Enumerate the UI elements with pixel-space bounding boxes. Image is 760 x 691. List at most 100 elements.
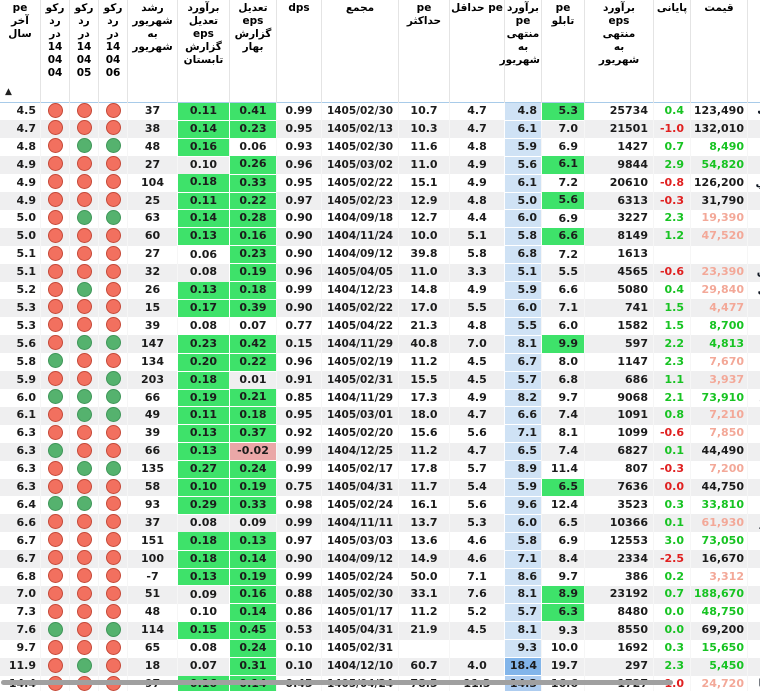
column-header-price[interactable]: قیمت (690, 0, 748, 103)
table-row[interactable]: سشمال29,8400.450806.65.94.914.81404/12/2… (0, 281, 760, 300)
cell-adj_spring: 0.26 (229, 156, 277, 175)
column-header-rec06[interactable]: رکو رد در 14 04 06 (98, 0, 128, 103)
column-header-name[interactable]: نام (747, 0, 760, 103)
table-row[interactable]: سبزوا5,4502.329719.718.44.060.71404/12/1… (0, 657, 760, 676)
table-row[interactable]: سكرد 16137.26.85.839.81404/09/120.900.230… (0, 245, 760, 265)
cell-pe_year: 7.6 (16, 623, 37, 637)
column-header-close_pct[interactable]: پایانی (653, 0, 691, 103)
cell-close_pct: -2.5 (654, 550, 691, 568)
table-row[interactable]: سجام4,8132.25979.98.17.040.81404/11/290.… (0, 335, 760, 354)
cell-price: 3,312 (691, 568, 748, 586)
table-row[interactable]: سشرق16,670-2.523348.47.14.614.91404/09/1… (0, 550, 760, 569)
table-row[interactable]: سیلام15,6500.3169210.09.31405/02/310.100… (0, 639, 760, 659)
table-row[interactable]: سنیر3,3120.23869.78.67.150.01405/02/240.… (0, 568, 760, 587)
cell-pe_est: 8.2 (504, 389, 542, 408)
cell-price: 47,520 (691, 228, 748, 246)
cell-dps: 0.53 (277, 622, 322, 640)
cell-pe_board: 5.3 (541, 102, 585, 121)
table-row[interactable]: سرود7,6702.311478.06.74.511.21405/02/190… (0, 353, 760, 372)
column-header-dps[interactable]: dps (276, 0, 322, 103)
cell-meeting: 1405/03/02 (322, 156, 399, 174)
cell-eps_est: 10366 (585, 514, 654, 532)
table-row[interactable]: سبجنو33,8100.3352312.49.65.616.11405/02/… (0, 496, 760, 515)
table-row[interactable]: سخاش7,2100.810917.46.64.718.01405/03/010… (0, 406, 760, 426)
cell-rec05 (70, 639, 99, 658)
red-circle-icon (47, 245, 63, 261)
cell-rec05 (70, 209, 99, 228)
cell-pe_board: 19.7 (542, 658, 585, 676)
table-row[interactable]: سباقر69,2000.085509.38.14.521.91405/04/3… (0, 621, 760, 641)
column-header-eps_est[interactable]: برآورد eps منتهی به شهریور (584, 0, 654, 103)
column-header-meeting[interactable]: مجمع (321, 0, 399, 103)
cell-rec05 (70, 156, 99, 174)
table-row[interactable]: سكرما44,4900.168277.46.54.711.21404/12/2… (0, 442, 760, 462)
horizontal-scrollbar-thumb[interactable] (1, 680, 673, 685)
red-circle-icon (47, 406, 63, 422)
table-row[interactable]: سفانو31,790-0.363135.65.04.812.91405/02/… (0, 192, 760, 211)
cell-close_pct: 0.4 (654, 282, 691, 300)
cell-meeting: 1404/09/12 (322, 550, 399, 568)
cell-adj_spring: -0.02 (229, 442, 277, 462)
table-row[interactable]: سمازن47,5201.281496.65.85.110.01404/11/2… (0, 227, 760, 247)
grid-body: سهگمت123,4900.4257345.34.84.710.71405/02… (0, 102, 760, 691)
cell-rec05 (70, 532, 99, 550)
cell-adj_summer: 0.10 (178, 156, 230, 174)
column-header-adj_spring[interactable]: تعدیل eps گزارش بهار (229, 0, 277, 103)
column-header-adj_summer[interactable]: برآورد تعدیل eps گزارش تابستان (177, 0, 230, 103)
table-row[interactable]: ساراب44,7500.076366.55.95.411.71405/04/3… (0, 478, 760, 497)
cell-adj_spring: 0.01 (230, 371, 277, 389)
cell-rec06 (99, 603, 128, 622)
red-circle-icon (47, 209, 63, 225)
table-row[interactable]: ساروج48,7500.084806.35.75.211.21405/01/1… (0, 603, 760, 623)
red-circle-icon (47, 281, 63, 297)
cell-eps_est: 9068 (585, 389, 654, 407)
table-row[interactable]: ساربیل73,9102.190689.78.24.917.31404/11/… (0, 389, 760, 408)
column-header-rec05[interactable]: رکو رد در 14 04 05 (69, 0, 99, 103)
cell-dps: 0.10 (277, 658, 322, 676)
cell-pe_board: 9.7 (542, 389, 585, 407)
cell-rec06 (99, 227, 128, 246)
cell-dps: 0.95 (277, 174, 322, 192)
column-header-pe_max[interactable]: pe حداکثر (398, 0, 450, 103)
table-row[interactable]: سقاین7,200-0.380711.48.95.717.81405/02/1… (0, 460, 760, 480)
table-row[interactable]: سخوز73,0503.0125536.95.84.613.61405/03/0… (0, 532, 760, 551)
cell-pe_year: 5.1 (16, 247, 37, 261)
column-header-growth[interactable]: رشد شهریور به شهریور (127, 0, 178, 103)
table-row[interactable]: سفار188,6700.7231928.98.17.633.11405/02/… (0, 585, 760, 605)
column-header-pe_year[interactable]: pe آخر سال (0, 0, 41, 103)
table-row[interactable]: سخزر4,4771.57417.16.05.517.01405/02/220.… (0, 299, 760, 318)
cell-growth: 203 (128, 371, 178, 389)
column-header-pe_board[interactable]: pe تابلو (541, 0, 585, 103)
cell-pe_min: 4.0 (450, 658, 505, 676)
table-row[interactable]: ساروم132,010-1.0215017.06.14.710.31405/0… (0, 120, 760, 139)
cell-rec04 (41, 460, 70, 479)
cell-name: سفانو (748, 192, 760, 210)
cell-meeting: 1405/02/30 (322, 138, 399, 156)
table-row[interactable]: سآبیك54,8202.998446.15.64.911.01405/03/0… (0, 156, 760, 175)
column-header-pe_min[interactable]: pe حداقل (449, 0, 505, 103)
table-row[interactable]: ساوه8,4900.714276.95.94.811.61405/02/300… (0, 138, 760, 157)
table-row[interactable]: سبهان3,9371.16866.85.74.515.51405/02/310… (0, 371, 760, 390)
cell-growth: 114 (128, 622, 178, 640)
cell-growth: 63 (128, 210, 178, 228)
sort-indicator-icon[interactable]: ▲ (5, 87, 12, 97)
cell-rec05 (70, 568, 99, 586)
red-circle-icon (76, 156, 92, 172)
table-row[interactable]: سغرب7,850-0.610998.17.15.615.61405/02/20… (0, 424, 760, 444)
cell-pe_est: 18.4 (504, 657, 542, 676)
column-header-rec04[interactable]: رکو رد در 14 04 04 (40, 0, 70, 103)
table-row[interactable]: سهرمز61,9300.1103666.56.05.313.71404/11/… (0, 514, 760, 533)
table-row[interactable]: سپاها19,3902.332276.96.04.412.71404/09/1… (0, 209, 760, 229)
table-row[interactable]: سهگمت123,4900.4257345.34.84.710.71405/02… (0, 102, 760, 121)
red-circle-icon (105, 174, 121, 190)
column-header-pe_est[interactable]: برآورد pe منتهی به شهریور (500, 0, 542, 103)
table-row[interactable]: اردستان23,390-0.645655.55.13.311.01405/0… (0, 263, 760, 283)
table-row[interactable]: ستران8,7001.515826.05.54.821.31405/04/22… (0, 317, 760, 336)
cell-adj_spring: 0.13 (229, 532, 277, 551)
cell-pe_max: 33.1 (399, 586, 450, 604)
cell-dps: 0.90 (277, 299, 322, 317)
cell-dps: 0.97 (277, 192, 322, 210)
cell-close_pct: -1.0 (654, 120, 691, 138)
table-row[interactable]: سصوفي126,200-0.8206107.26.14.915.11405/0… (0, 174, 760, 193)
